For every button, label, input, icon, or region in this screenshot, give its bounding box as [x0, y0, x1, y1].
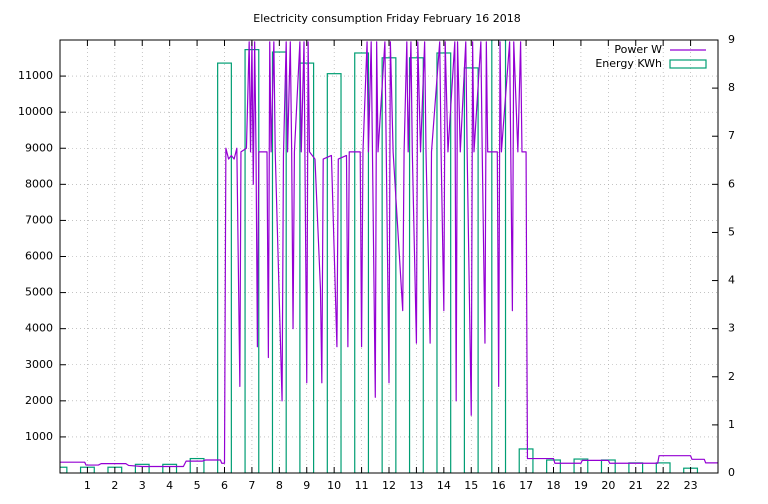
x-tick-label: 4 — [166, 479, 173, 492]
y2-tick-label: 6 — [728, 177, 735, 190]
y2-tick-label: 7 — [728, 129, 735, 142]
x-tick-label: 11 — [355, 479, 369, 492]
energy-box — [217, 62, 232, 473]
y-tick-label: 3000 — [25, 358, 53, 371]
x-tick-label: 2 — [111, 479, 118, 492]
y-tick-label: 8000 — [25, 177, 53, 190]
legend-swatch — [669, 59, 707, 69]
y-tick-label: 2000 — [25, 394, 53, 407]
x-tick-label: 17 — [519, 479, 533, 492]
x-tick-label: 10 — [327, 479, 341, 492]
y-tick-label: 5000 — [25, 286, 53, 299]
plot-area — [60, 40, 718, 473]
y-tick-label: 7000 — [25, 213, 53, 226]
energy-box — [491, 40, 507, 473]
y-tick-label: 6000 — [25, 250, 53, 263]
x-tick-label: 9 — [303, 479, 310, 492]
axes: 1000 2000 3000 4000 5000 6000 7000 8000 9000 1000… — [18, 33, 735, 492]
power-line — [60, 41, 718, 468]
x-tick-label: 8 — [276, 479, 283, 492]
y2-tick-label: 2 — [728, 370, 735, 383]
y-tick-label: 9000 — [25, 141, 53, 154]
y2-tick-label: 0 — [728, 466, 735, 479]
y2-tick-label: 8 — [728, 81, 735, 94]
x-tick-label: 16 — [492, 479, 506, 492]
x-tick-label: 20 — [601, 479, 615, 492]
x-tick-label: 19 — [574, 479, 588, 492]
y2-tick-label: 3 — [728, 322, 735, 335]
y2-tick-label: 4 — [728, 274, 735, 287]
y2-tick-label: 1 — [728, 418, 735, 431]
x-tick-label: 6 — [221, 479, 228, 492]
energy-box — [60, 466, 68, 473]
x-tick-label: 13 — [409, 479, 423, 492]
energy-box — [354, 52, 370, 473]
y2-tick-label: 5 — [728, 225, 735, 238]
x-tick-label: 12 — [382, 479, 396, 492]
legend-label: Energy KWh — [595, 57, 662, 70]
energy-box — [436, 52, 452, 473]
energy-box — [271, 51, 287, 473]
energy-box — [326, 73, 342, 473]
legend-label: Power W — [614, 43, 662, 56]
energy-box — [189, 457, 205, 473]
x-tick-label: 14 — [437, 479, 451, 492]
y-tick-label: 4000 — [25, 322, 53, 335]
y-tick-label: 11000 — [18, 69, 53, 82]
y-tick-label: 1000 — [25, 430, 53, 443]
x-tick-label: 5 — [194, 479, 201, 492]
x-tick-label: 1 — [84, 479, 91, 492]
x-tick-label: 23 — [684, 479, 698, 492]
energy-box — [655, 462, 671, 473]
x-tick-label: 7 — [248, 479, 255, 492]
x-tick-label: 15 — [464, 479, 478, 492]
energy-box — [299, 62, 315, 473]
y-tick-label: 10000 — [18, 105, 53, 118]
energy-box — [518, 448, 534, 473]
energy-box — [573, 458, 589, 473]
y2-tick-label: 9 — [728, 33, 735, 46]
x-tick-label: 22 — [656, 479, 670, 492]
x-tick-label: 21 — [629, 479, 643, 492]
chart-title: Electricity consumption Friday February … — [253, 12, 520, 25]
x-tick-label: 18 — [547, 479, 561, 492]
x-tick-label: 3 — [139, 479, 146, 492]
